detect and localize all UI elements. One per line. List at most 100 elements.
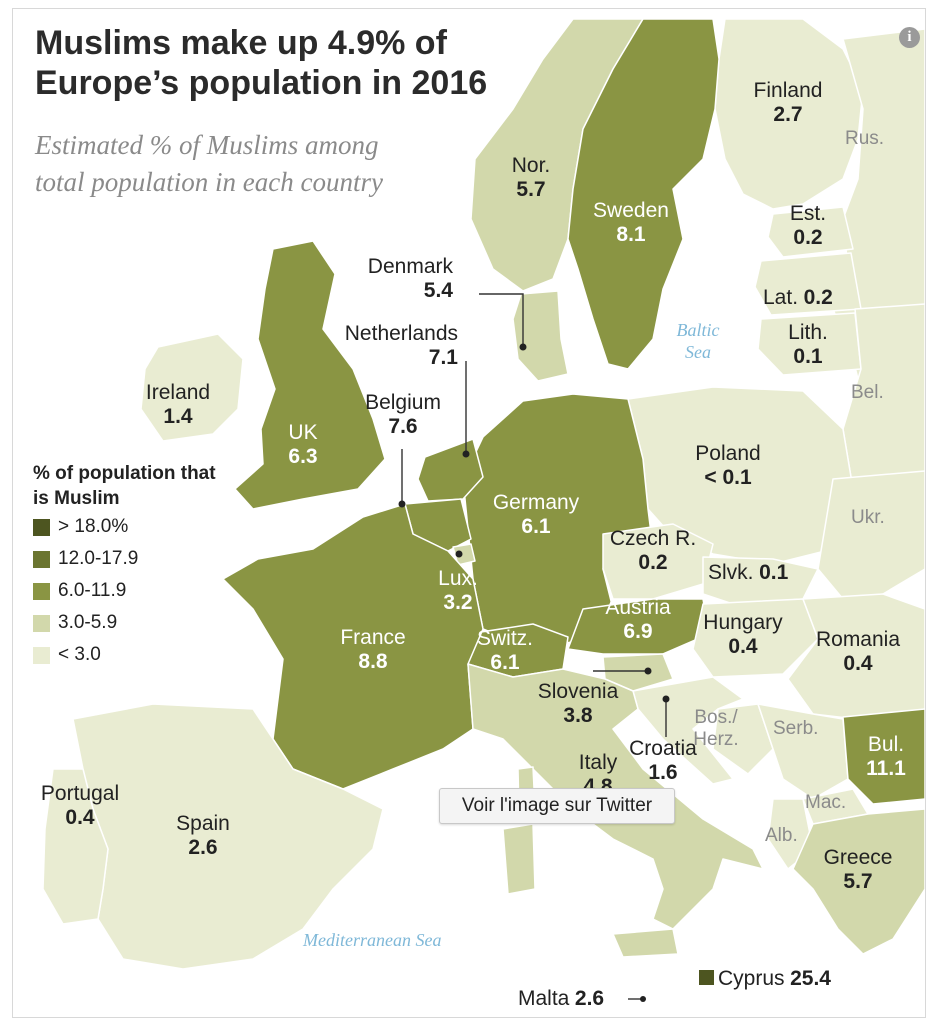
marker-slovenia bbox=[644, 667, 652, 675]
label-bulgaria: Bul. 11.1 bbox=[851, 733, 921, 781]
label-spain: Spain 2.6 bbox=[163, 812, 243, 860]
legend-swatch bbox=[33, 646, 50, 664]
leader-denmark bbox=[479, 293, 524, 347]
label-name: Hungary bbox=[703, 611, 783, 634]
label-value: 5.4 bbox=[423, 279, 453, 302]
country-sweden bbox=[567, 18, 720, 370]
info-icon[interactable]: i bbox=[899, 27, 920, 48]
label-netherlands: Netherlands 7.1 bbox=[323, 322, 458, 370]
label-value: 6.9 bbox=[623, 620, 653, 643]
label-malta: Malta 2.6 bbox=[518, 987, 604, 1011]
label-name: Poland bbox=[695, 442, 761, 465]
label-name: Netherlands bbox=[344, 322, 458, 345]
label-name: Romania bbox=[815, 628, 901, 651]
label-slovakia: Slvk. 0.1 bbox=[708, 561, 788, 585]
label-portugal: Portugal 0.4 bbox=[35, 782, 125, 830]
legend-item: > 18.0% bbox=[33, 511, 233, 543]
country-france bbox=[222, 503, 484, 790]
label-value: 11.1 bbox=[866, 757, 906, 780]
label-value: 8.1 bbox=[616, 223, 646, 246]
country-luxembourg bbox=[452, 543, 476, 566]
island-sicily bbox=[612, 928, 679, 958]
label-value: 5.7 bbox=[516, 178, 546, 201]
label-value: 6.1 bbox=[490, 651, 520, 674]
label-name: Lat. bbox=[763, 286, 799, 309]
label-value: 6.3 bbox=[288, 445, 318, 468]
label-value: 0.4 bbox=[728, 635, 758, 658]
label-belarus: Bel. bbox=[851, 382, 884, 403]
label-name: Nor. bbox=[511, 154, 551, 177]
country-croatia bbox=[632, 676, 744, 785]
label-finland: Finland 2.7 bbox=[738, 79, 838, 127]
chart-subtitle: Estimated % of Muslims among total popul… bbox=[35, 130, 383, 197]
legend-item: 6.0-11.9 bbox=[33, 575, 233, 607]
label-poland: Poland < 0.1 bbox=[678, 442, 778, 490]
label-ukraine: Ukr. bbox=[851, 507, 885, 528]
legend-item: 3.0-5.9 bbox=[33, 607, 233, 639]
legend-swatch bbox=[33, 550, 50, 568]
cyprus-swatch bbox=[699, 970, 714, 985]
label-germany: Germany 6.1 bbox=[481, 491, 591, 539]
label-denmark: Denmark 5.4 bbox=[353, 255, 453, 303]
europe-map bbox=[42, 18, 925, 1002]
country-lithuania bbox=[757, 312, 862, 376]
label-name: Slvk. bbox=[708, 561, 754, 584]
label-lithuania: Lith. 0.1 bbox=[781, 321, 835, 369]
country-uk bbox=[234, 240, 386, 510]
label-name: Italy bbox=[578, 751, 618, 774]
label-value: 6.1 bbox=[521, 515, 551, 538]
label-name: Portugal bbox=[40, 782, 120, 805]
label-serbia: Serb. bbox=[773, 718, 819, 739]
label-greece: Greece 5.7 bbox=[813, 846, 903, 894]
label-value: 1.4 bbox=[163, 405, 193, 428]
label-name: Ireland bbox=[145, 381, 211, 404]
label-macedonia: Mac. bbox=[805, 792, 847, 813]
label-value: 7.1 bbox=[428, 346, 458, 369]
label-name: Sweden bbox=[593, 199, 669, 222]
label-value: 0.4 bbox=[65, 806, 95, 829]
label-value: 8.8 bbox=[358, 650, 388, 673]
label-name: Spain bbox=[176, 812, 230, 835]
label-name: Finland bbox=[753, 79, 823, 102]
label-name: Lith. bbox=[788, 321, 828, 344]
label-france: France 8.8 bbox=[318, 626, 428, 674]
label-name: Belgium bbox=[365, 391, 441, 414]
label-name: France bbox=[340, 626, 406, 649]
label-albania: Alb. bbox=[765, 825, 798, 846]
view-on-twitter-button[interactable]: Voir l'image sur Twitter bbox=[439, 788, 675, 824]
legend-title: % of population that is Muslim bbox=[33, 463, 216, 509]
country-portugal bbox=[42, 768, 109, 925]
country-serbia bbox=[757, 703, 849, 800]
country-bosnia bbox=[712, 703, 774, 775]
label-latvia: Lat. 0.2 bbox=[763, 286, 833, 310]
label-hungary: Hungary 0.4 bbox=[693, 611, 793, 659]
legend-item: < 3.0 bbox=[33, 639, 233, 671]
label-russia: Rus. bbox=[845, 128, 885, 149]
label-value: 0.1 bbox=[759, 561, 789, 584]
country-ireland bbox=[140, 333, 244, 442]
label-value: 0.4 bbox=[843, 652, 873, 675]
label-value: 0.2 bbox=[793, 226, 823, 249]
label-name: Denmark bbox=[367, 255, 453, 278]
country-bulgaria bbox=[842, 708, 925, 805]
label-sweden: Sweden 8.1 bbox=[581, 199, 681, 247]
marker-croatia bbox=[662, 695, 670, 703]
label-name: Croatia bbox=[629, 737, 697, 760]
label-value: 0.2 bbox=[803, 286, 833, 309]
island-sardinia bbox=[502, 823, 536, 895]
legend-label: 3.0-5.9 bbox=[58, 612, 118, 633]
label-name: Cyprus bbox=[718, 967, 785, 990]
label-value: 5.7 bbox=[843, 870, 873, 893]
label-value: 2.7 bbox=[773, 103, 803, 126]
label-name: Greece bbox=[823, 846, 893, 869]
label-name: UK bbox=[288, 421, 318, 444]
marker-belgium bbox=[398, 500, 406, 508]
label-value: 3.8 bbox=[563, 704, 593, 727]
label-name: Switz. bbox=[476, 627, 533, 650]
label-switzerland: Switz. 6.1 bbox=[465, 627, 545, 675]
label-bosnia: Bos./ Herz. bbox=[693, 707, 739, 750]
label-value: 3.2 bbox=[443, 591, 473, 614]
label-slovenia: Slovenia 3.8 bbox=[523, 680, 633, 728]
label-name: Czech R. bbox=[609, 527, 697, 550]
label-name: Lux. bbox=[438, 567, 478, 590]
